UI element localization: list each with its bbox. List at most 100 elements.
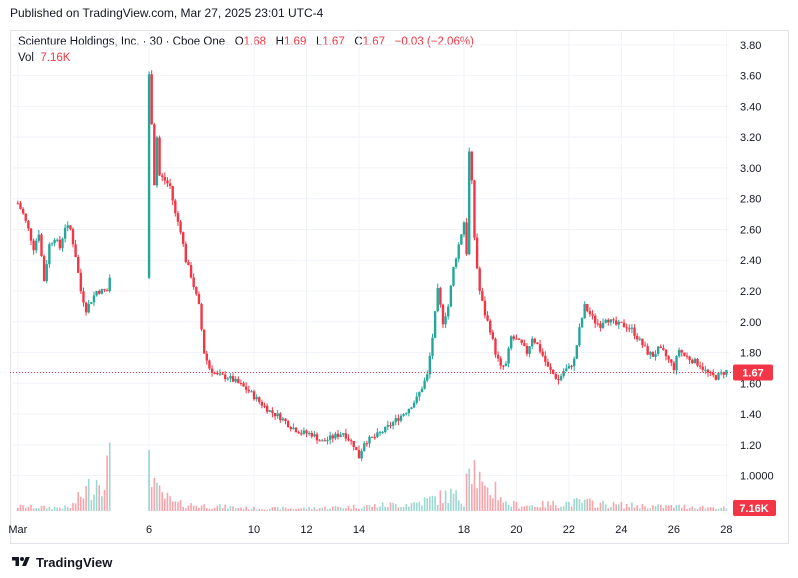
x-tick-label: 10 xyxy=(248,524,260,536)
candle-body xyxy=(92,295,96,303)
volume-label: Vol xyxy=(18,52,34,64)
volume-bar xyxy=(604,504,607,511)
volume-bar xyxy=(103,489,106,511)
tradingview-logo-icon xyxy=(12,557,30,566)
price-axis[interactable]: 3.80 3.60 3.40 3.20 3.00 2.80 2.60 2.40 2.20 2.00… xyxy=(733,40,776,516)
candle-body xyxy=(105,290,109,292)
volume-bar xyxy=(192,505,195,511)
candle-body xyxy=(226,378,229,380)
candle-body xyxy=(481,290,484,301)
volume-bar xyxy=(261,509,263,511)
candle-body xyxy=(622,322,626,328)
candle-body xyxy=(244,386,248,390)
candle-body xyxy=(433,311,437,338)
volume-bar xyxy=(709,507,712,511)
volume-bar xyxy=(51,509,53,511)
candle-body xyxy=(494,338,497,355)
candle-body xyxy=(722,372,725,375)
volume-bar xyxy=(570,506,573,511)
volume-bar xyxy=(213,507,216,511)
footer-brand: TradingView xyxy=(36,554,113,570)
candle-body xyxy=(399,415,403,421)
volume-bar xyxy=(226,508,229,511)
volume-bar xyxy=(179,500,182,511)
candle-body xyxy=(247,389,250,392)
candle-body xyxy=(373,437,376,439)
candle-body xyxy=(675,356,678,371)
volume-bar xyxy=(444,490,447,511)
volume-bar xyxy=(436,504,439,511)
volume-bar xyxy=(463,506,465,511)
volume-bar xyxy=(547,501,549,511)
y-tick-label: 1.0000 xyxy=(740,471,774,483)
candle-body xyxy=(638,338,641,340)
candle-body xyxy=(567,365,571,369)
candle-body xyxy=(468,151,471,255)
volume-bar xyxy=(384,506,387,511)
volume-bar xyxy=(358,509,360,511)
candle-body xyxy=(242,383,245,387)
candle-body xyxy=(205,353,209,361)
candle-body xyxy=(357,450,361,459)
published-caption: Published on TradingView.com, Mar 27, 20… xyxy=(10,6,324,20)
candle-body xyxy=(349,440,353,442)
volume-bar xyxy=(352,504,355,511)
candle-body xyxy=(166,180,169,184)
grid-lines xyxy=(10,31,729,511)
volume-bar xyxy=(636,505,638,511)
volume-bar xyxy=(321,507,324,511)
candle-body xyxy=(315,434,319,441)
time-axis[interactable]: Mar 6 10 12 14 18 20 22 24 26 28 xyxy=(8,524,732,536)
candle-body xyxy=(609,319,613,323)
candle-body xyxy=(664,350,668,357)
volume-bar xyxy=(195,505,198,511)
candle-body xyxy=(239,382,243,384)
candle-body xyxy=(82,291,85,303)
candle-body xyxy=(405,413,408,415)
volume-bar xyxy=(45,508,48,511)
candle-body xyxy=(575,345,579,359)
candle-body xyxy=(339,434,342,437)
volume-bar xyxy=(675,505,678,511)
volume-bar xyxy=(185,508,187,511)
volume-bar xyxy=(211,508,213,511)
candle-body xyxy=(321,440,324,442)
y-tick-label: 1.60 xyxy=(740,378,761,390)
volume-bar xyxy=(439,490,442,511)
volume-bar xyxy=(596,507,599,511)
candle-body xyxy=(300,433,303,435)
volume-bar xyxy=(19,504,22,511)
candle-body xyxy=(617,321,620,325)
candle-body xyxy=(368,436,371,444)
candle-body xyxy=(171,186,174,201)
volume-bar xyxy=(549,505,552,511)
volume-bar xyxy=(247,509,250,511)
volume-bar xyxy=(484,485,486,511)
volume-bar xyxy=(77,492,80,511)
candle-body xyxy=(591,314,594,316)
volume-bars xyxy=(17,442,728,511)
volume-bar xyxy=(717,508,720,511)
candle-body xyxy=(318,440,321,442)
candle-body xyxy=(520,339,523,344)
volume-bar xyxy=(324,506,326,511)
volume-bar xyxy=(250,509,253,511)
candle-body xyxy=(305,430,308,434)
volume-bar xyxy=(318,508,321,511)
volume-bar xyxy=(599,502,602,511)
candle-body xyxy=(255,397,258,400)
candle-body xyxy=(628,328,631,330)
volume-bar xyxy=(455,490,457,511)
candle-body xyxy=(61,238,64,249)
candle-body xyxy=(457,244,460,259)
volume-bar xyxy=(539,507,541,511)
candle-body xyxy=(483,300,487,316)
volume-bar xyxy=(415,502,418,511)
volume-bar xyxy=(589,498,591,511)
last-volume-badge xyxy=(733,500,776,516)
candle-body xyxy=(90,302,93,304)
candle-body xyxy=(680,350,683,353)
volume-bar xyxy=(426,498,429,511)
volume-bar xyxy=(80,496,82,511)
